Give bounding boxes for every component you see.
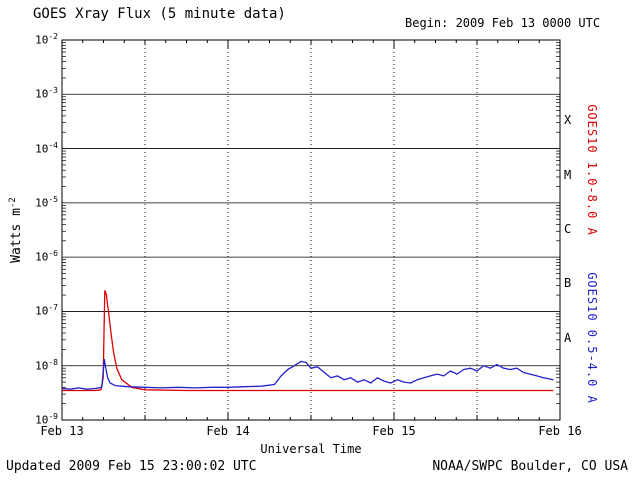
y-tick-label: 10-5 bbox=[35, 194, 58, 210]
y-tick-label: 10-3 bbox=[35, 86, 58, 101]
x-tick-label: Feb 16 bbox=[538, 424, 582, 438]
y-tick-label: 10-9 bbox=[35, 412, 58, 427]
flare-class-label: X bbox=[564, 113, 572, 128]
right-label-long-channel: GOES10 1.0-8.0 A bbox=[585, 104, 599, 236]
updated-timestamp: Updated 2009 Feb 15 23:00:02 UTC bbox=[6, 459, 257, 474]
y-tick-label: 10-4 bbox=[35, 140, 58, 156]
series-goes10-1.0-8.0-a bbox=[62, 290, 554, 392]
y-tick-label: 10-8 bbox=[35, 357, 58, 373]
x-tick-label: Feb 15 bbox=[372, 424, 416, 438]
y-tick-label: 10-2 bbox=[35, 32, 58, 47]
x-tick-label: Feb 14 bbox=[206, 424, 250, 438]
flare-class-label: A bbox=[564, 330, 572, 345]
series-goes10-0.5-4.0-a bbox=[61, 358, 554, 390]
flare-class-label: M bbox=[564, 167, 572, 182]
right-label-short-channel: GOES10 0.5-4.0 A bbox=[585, 272, 599, 404]
source-credit: NOAA/SWPC Boulder, CO USA bbox=[432, 459, 628, 474]
x-axis-label: Universal Time bbox=[260, 442, 362, 456]
begin-timestamp-label: Begin: 2009 Feb 13 0000 UTC bbox=[405, 16, 601, 30]
y-tick-label: 10-7 bbox=[35, 303, 58, 319]
flare-class-label: C bbox=[564, 222, 572, 236]
flare-class-label: B bbox=[564, 276, 572, 291]
x-tick-label: Feb 13 bbox=[40, 424, 84, 438]
y-tick-label: 10-6 bbox=[35, 249, 58, 264]
page-title: GOES Xray Flux (5 minute data) bbox=[33, 6, 286, 22]
